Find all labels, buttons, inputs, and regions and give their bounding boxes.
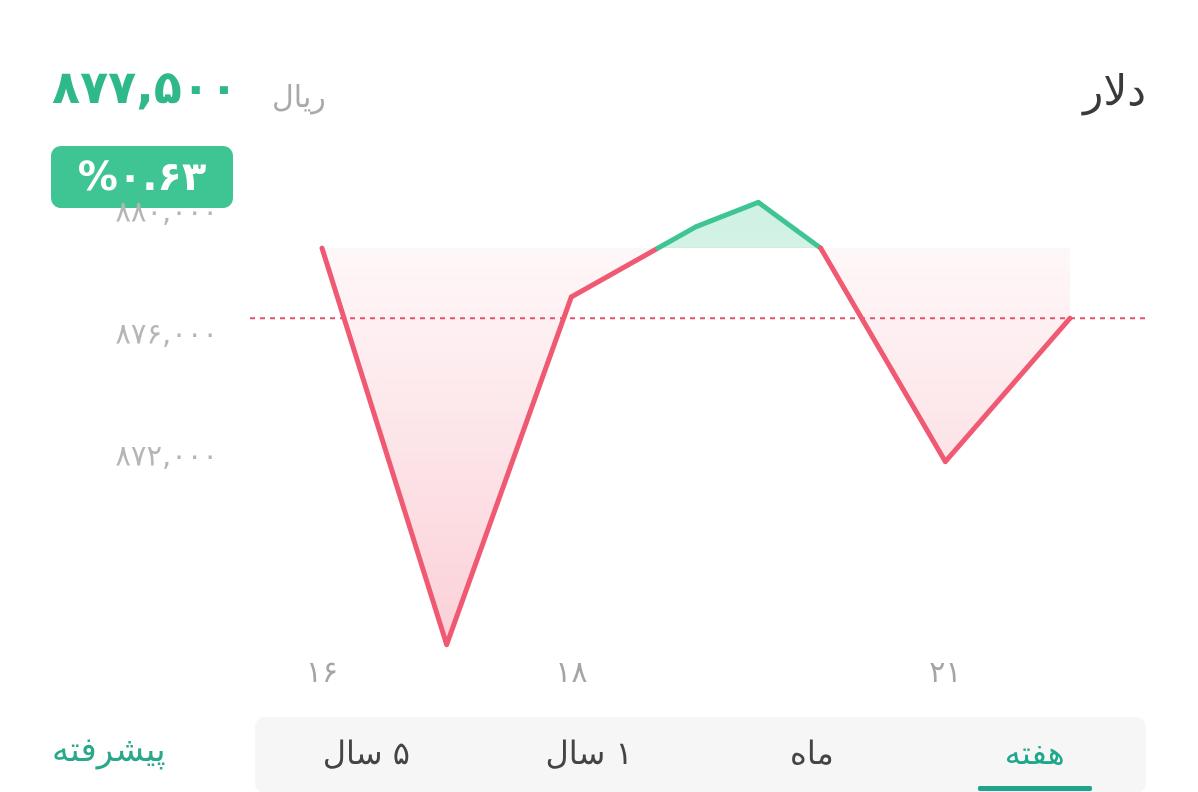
y-tick-label: ۸۷۲,۰۰۰ — [115, 439, 218, 473]
series-line-down-segment — [319, 245, 450, 648]
series-line-up-segment — [755, 199, 824, 251]
price-value: ۸۷۷,۵۰۰ — [52, 60, 238, 114]
advanced-button[interactable]: پیشرفته — [52, 730, 166, 770]
x-tick-label: ۱۸ — [555, 655, 587, 690]
series-line-up-segment — [655, 224, 699, 251]
y-tick-label: ۸۷۶,۰۰۰ — [115, 317, 218, 351]
currency-title: دلار — [1083, 66, 1146, 115]
series-line-down-segment — [942, 315, 1073, 465]
period-selector: هفته ماه ۱ سال ۵ سال — [255, 717, 1146, 792]
price-unit: ریال — [272, 80, 326, 115]
x-tick-label: ۲۱ — [929, 655, 961, 690]
tab-week-label: هفته — [1004, 734, 1065, 772]
tab-week[interactable]: هفته — [923, 717, 1146, 792]
change-percent-badge: %۰.۶۳ — [51, 146, 233, 208]
x-tick-label: ۱۶ — [306, 655, 338, 690]
tab-5-year[interactable]: ۵ سال — [255, 717, 478, 792]
tab-month[interactable]: ماه — [701, 717, 924, 792]
area-fill-up — [322, 202, 1070, 249]
series-line-down-segment — [444, 294, 574, 648]
tab-5-year-label: ۵ سال — [322, 734, 410, 772]
active-tab-indicator — [977, 786, 1092, 791]
series-line-down-segment — [568, 245, 661, 300]
tab-1-year-label: ۱ سال — [545, 734, 633, 772]
series-line-up-segment — [693, 199, 761, 230]
series-line-down-segment — [818, 245, 948, 465]
price-line-chart[interactable]: ۸۸۰,۰۰۰ ۸۷۶,۰۰۰ ۸۷۲,۰۰۰ ۱۶ ۱۸ ۲۱ — [0, 0, 1198, 700]
tab-1-year[interactable]: ۱ سال — [478, 717, 701, 792]
y-tick-label: ۸۸۰,۰۰۰ — [115, 195, 218, 229]
area-fill-down — [322, 247, 1070, 645]
tab-month-label: ماه — [790, 734, 834, 772]
